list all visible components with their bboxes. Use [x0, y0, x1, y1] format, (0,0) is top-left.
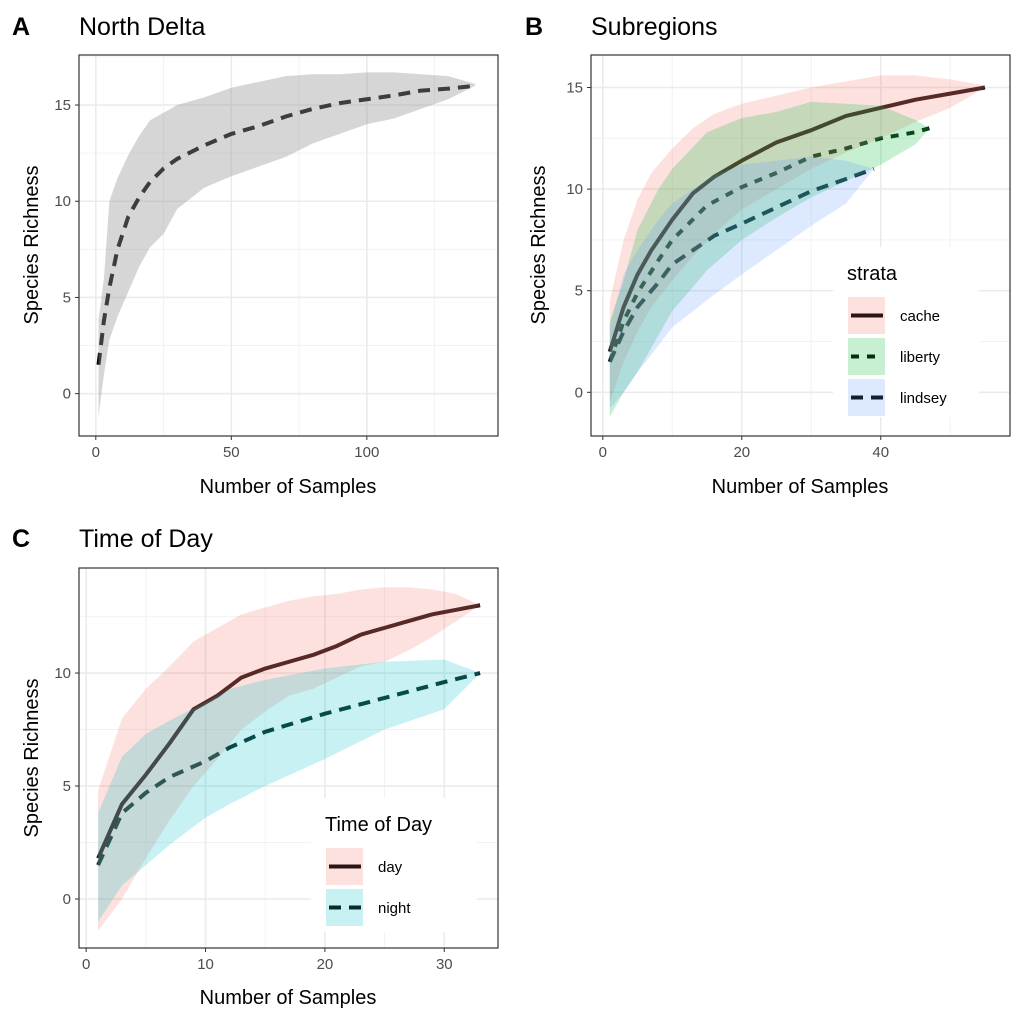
- y-tick-label: 0: [63, 386, 71, 403]
- panel-border: [78, 54, 499, 437]
- panel-border: [590, 54, 1011, 437]
- x-tick-label: 100: [354, 444, 379, 461]
- x-axis-label: Number of Samples: [712, 476, 889, 498]
- x-tick-label: 20: [733, 444, 750, 461]
- panel-a: A North Delta Number of Samples Species …: [12, 13, 376, 498]
- legend-label: day: [378, 859, 403, 876]
- x-tick-label: 0: [92, 444, 100, 461]
- panel-letter: B: [525, 13, 543, 41]
- panel-border: [78, 567, 499, 949]
- series-line: [96, 83, 476, 366]
- x-tick-label: 30: [436, 956, 453, 973]
- y-tick-label: 0: [575, 384, 583, 401]
- y-tick-label: 10: [566, 181, 583, 198]
- y-tick-label: 0: [63, 891, 71, 908]
- plot-background: [79, 55, 498, 436]
- panel-c: C Time of Day Number of Samples Species …: [12, 525, 376, 1009]
- y-axis-label: Species Richness: [528, 166, 550, 325]
- confidence-ribbon-day: [98, 587, 481, 931]
- legend-item-night[interactable]: night: [326, 889, 411, 926]
- legend-item-lindsey[interactable]: lindsey: [848, 379, 947, 416]
- panel-b: B Subregions Number of Samples Species R…: [525, 13, 888, 498]
- x-axis-label: Number of Samples: [200, 987, 377, 1009]
- x-tick-label: 50: [223, 444, 240, 461]
- x-tick-label: 0: [599, 444, 607, 461]
- confidence-ribbon-night: [98, 659, 481, 922]
- legend-item-cache[interactable]: cache: [848, 297, 940, 334]
- series-line-night: [96, 671, 481, 866]
- legend-background: [833, 247, 979, 417]
- x-tick-label: 10: [197, 956, 214, 973]
- panel-letter: A: [12, 13, 30, 41]
- y-axis-label: Species Richness: [21, 679, 43, 838]
- legend-title: strata: [847, 263, 898, 285]
- plot-area: 0 50 100 0 5 10 15: [54, 54, 499, 461]
- x-tick-label: 0: [82, 956, 90, 973]
- series-line-day: [96, 603, 481, 860]
- y-tick-label: 5: [63, 289, 71, 306]
- legend-title: Time of Day: [325, 814, 432, 836]
- y-tick-label: 10: [54, 665, 71, 682]
- panel-title: Time of Day: [79, 525, 213, 553]
- panel-title: Subregions: [591, 13, 717, 41]
- plot-area: 0 10 20 30 0 5 10 Time of Day day night: [54, 567, 499, 973]
- y-tick-label: 5: [63, 778, 71, 795]
- y-tick-label: 15: [54, 97, 71, 114]
- confidence-ribbon: [98, 72, 476, 417]
- legend-item-day[interactable]: day: [326, 848, 403, 885]
- series-line-liberty: [607, 126, 930, 363]
- x-axis-label: Number of Samples: [200, 476, 377, 498]
- y-tick-label: 15: [566, 80, 583, 97]
- plot-area: 0 20 40 0 5 10 15 strata cache liberty lindsey: [566, 54, 1011, 461]
- legend: Time of Day day night: [325, 814, 432, 926]
- legend-label: cache: [900, 308, 940, 325]
- confidence-ribbon-cache: [609, 75, 985, 403]
- series-line-cache: [607, 85, 986, 353]
- legend-label: lindsey: [900, 390, 947, 407]
- legend-label: night: [378, 900, 411, 917]
- x-tick-label: 40: [872, 444, 889, 461]
- y-axis-label: Species Richness: [21, 166, 43, 325]
- x-tick-label: 20: [317, 956, 334, 973]
- panel-title: North Delta: [79, 13, 206, 41]
- legend: strata cache liberty lindsey: [847, 263, 947, 416]
- y-tick-label: 10: [54, 193, 71, 210]
- y-tick-label: 5: [575, 283, 583, 300]
- confidence-ribbon-lindsey: [609, 156, 874, 409]
- legend-item-liberty[interactable]: liberty: [848, 338, 941, 375]
- legend-label: liberty: [900, 349, 941, 366]
- panel-letter: C: [12, 525, 30, 553]
- series-line-lindsey: [607, 166, 875, 363]
- confidence-ribbon-liberty: [609, 101, 930, 417]
